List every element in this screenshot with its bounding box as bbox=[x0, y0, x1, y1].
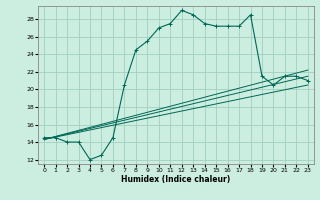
X-axis label: Humidex (Indice chaleur): Humidex (Indice chaleur) bbox=[121, 175, 231, 184]
